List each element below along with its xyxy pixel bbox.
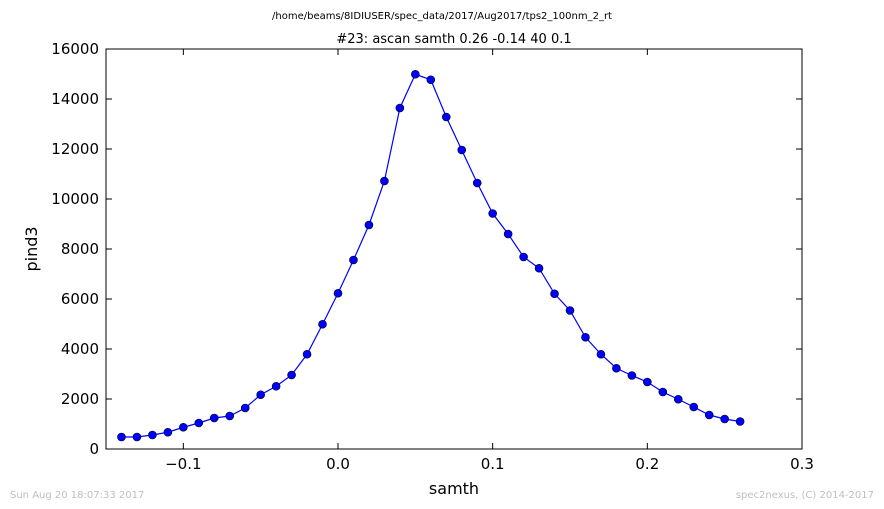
data-point (271, 381, 281, 391)
data-point (225, 411, 235, 421)
data-point (643, 377, 652, 387)
data-point (148, 430, 157, 440)
footer-timestamp: Sun Aug 20 18:07:33 2017 (10, 490, 144, 501)
data-point (658, 387, 668, 397)
data-point (550, 289, 559, 299)
y-tick-label: 10000 (51, 190, 99, 208)
chart-title: #23: ascan samth 0.26 -0.14 40 0.1 (336, 32, 571, 47)
data-point (318, 319, 327, 329)
data-point (519, 252, 528, 262)
footer-credit: spec2nexus, (C) 2014-2017 (736, 490, 874, 501)
suptitle: /home/beams/8IDIUSER/spec_data/2017/Aug2… (272, 11, 612, 22)
data-point (612, 363, 621, 373)
data-point (240, 403, 250, 413)
data-point (735, 417, 745, 426)
y-tick-label: 16000 (51, 40, 99, 58)
data-point (117, 432, 126, 442)
y-tick-label: 0 (89, 440, 99, 458)
y-tick-label: 14000 (51, 90, 99, 108)
data-point (488, 209, 497, 218)
x-tick-label: 0.0 (326, 455, 350, 473)
x-tick-label: −0.1 (165, 455, 201, 473)
x-tick-label: 0.2 (635, 455, 659, 473)
data-point (503, 229, 513, 239)
y-tick-label: 2000 (61, 390, 99, 408)
data-point (720, 414, 729, 424)
data-point (256, 390, 265, 400)
data-point (534, 263, 544, 273)
data-point (364, 220, 374, 230)
data-point (673, 394, 683, 404)
data-point (132, 432, 142, 442)
data-point (627, 371, 637, 380)
data-point (426, 75, 436, 85)
data-point (441, 112, 451, 122)
data-point (287, 370, 296, 380)
data-point (411, 69, 420, 79)
y-axis: 0 2000 4000 6000 8000 10000 12000 14000 16000 (51, 40, 802, 458)
data-point (395, 103, 405, 113)
data-point (704, 410, 714, 420)
data-point (179, 422, 188, 432)
data-point (472, 178, 482, 188)
data-point (302, 349, 312, 359)
plot-series (117, 69, 745, 442)
data-point (596, 349, 606, 359)
data-point (689, 402, 699, 412)
data-point (163, 427, 173, 437)
data-point (333, 288, 343, 298)
data-point (565, 306, 575, 315)
data-point (457, 145, 467, 155)
y-axis-label: pind3 (22, 226, 41, 271)
plot-area (105, 48, 803, 450)
y-tick-label: 12000 (51, 140, 99, 158)
data-point (349, 255, 358, 265)
x-axis: −0.1 0.0 0.1 0.2 0.3 (165, 49, 814, 473)
x-tick-label: 0.3 (790, 455, 814, 473)
data-point (581, 332, 590, 342)
data-point (380, 176, 389, 186)
y-tick-label: 6000 (61, 290, 99, 308)
y-tick-label: 4000 (61, 340, 99, 358)
data-point (194, 418, 204, 428)
x-axis-label: samth (429, 479, 479, 498)
x-tick-label: 0.1 (481, 455, 505, 473)
y-tick-label: 8000 (61, 240, 99, 258)
data-point (209, 413, 219, 423)
